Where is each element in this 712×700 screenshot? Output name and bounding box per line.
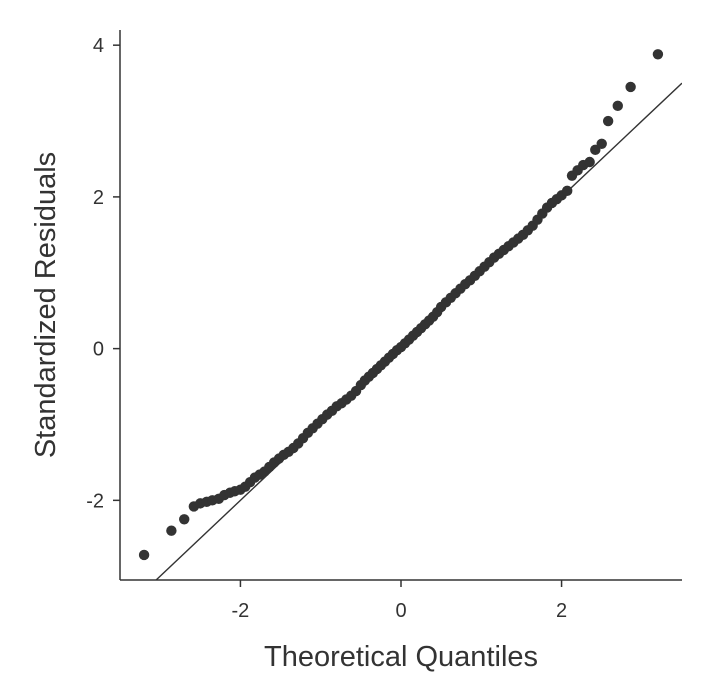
x-tick-label: 2 [556, 600, 567, 622]
y-tick-label: -2 [86, 490, 104, 512]
data-point [652, 49, 664, 60]
x-axis-ticks: -2 0 2 [232, 580, 567, 622]
data-point [602, 115, 614, 127]
x-tick-label: -2 [232, 600, 250, 622]
x-tick-label: 0 [395, 600, 406, 622]
data-point [179, 514, 190, 525]
y-axis-title: Standardized Residuals [30, 152, 62, 458]
data-point [584, 156, 595, 168]
data-point [138, 549, 150, 561]
data-point [166, 525, 177, 536]
y-tick-label: 0 [93, 339, 104, 361]
x-axis-title: Theoretical Quantiles [264, 641, 538, 673]
data-point [596, 138, 607, 149]
data-point [561, 185, 573, 197]
y-tick-label: 4 [93, 35, 104, 57]
y-tick-label: 2 [93, 187, 104, 209]
data-point [625, 81, 636, 93]
points-layer [138, 49, 664, 561]
data-point [612, 100, 623, 112]
y-axis-ticks: -2 0 2 4 [86, 35, 120, 512]
